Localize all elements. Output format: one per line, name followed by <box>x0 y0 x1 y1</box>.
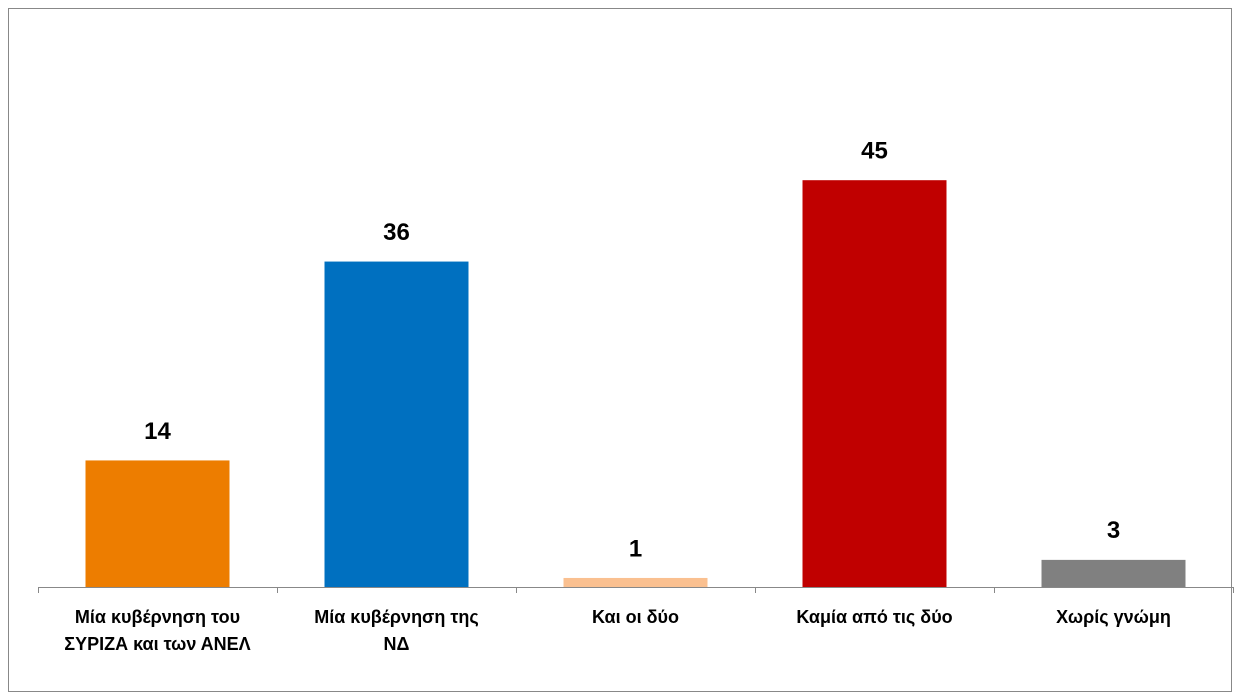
x-tick-label: Και οι δύο <box>591 607 680 627</box>
bar <box>802 180 947 587</box>
data-label: 45 <box>861 138 888 165</box>
bar <box>85 460 230 587</box>
bar <box>563 577 708 587</box>
x-tick-label: Καμία από τις δύο <box>796 607 953 627</box>
x-tick-label: Μία κυβέρνηση του ΣΥΡΙΖΑ και των ΑΝΕΛ <box>64 607 251 654</box>
bar <box>1041 559 1186 587</box>
data-label: 3 <box>1107 517 1120 544</box>
x-tick-label: Μία κυβέρνηση της ΝΔ <box>314 607 479 654</box>
bar <box>324 261 469 587</box>
data-label: 14 <box>144 418 171 445</box>
chart-frame <box>8 8 1232 692</box>
data-label: 36 <box>383 219 410 246</box>
data-label: 1 <box>629 535 642 562</box>
x-tick-label: Χωρίς γνώμη <box>1056 607 1171 627</box>
